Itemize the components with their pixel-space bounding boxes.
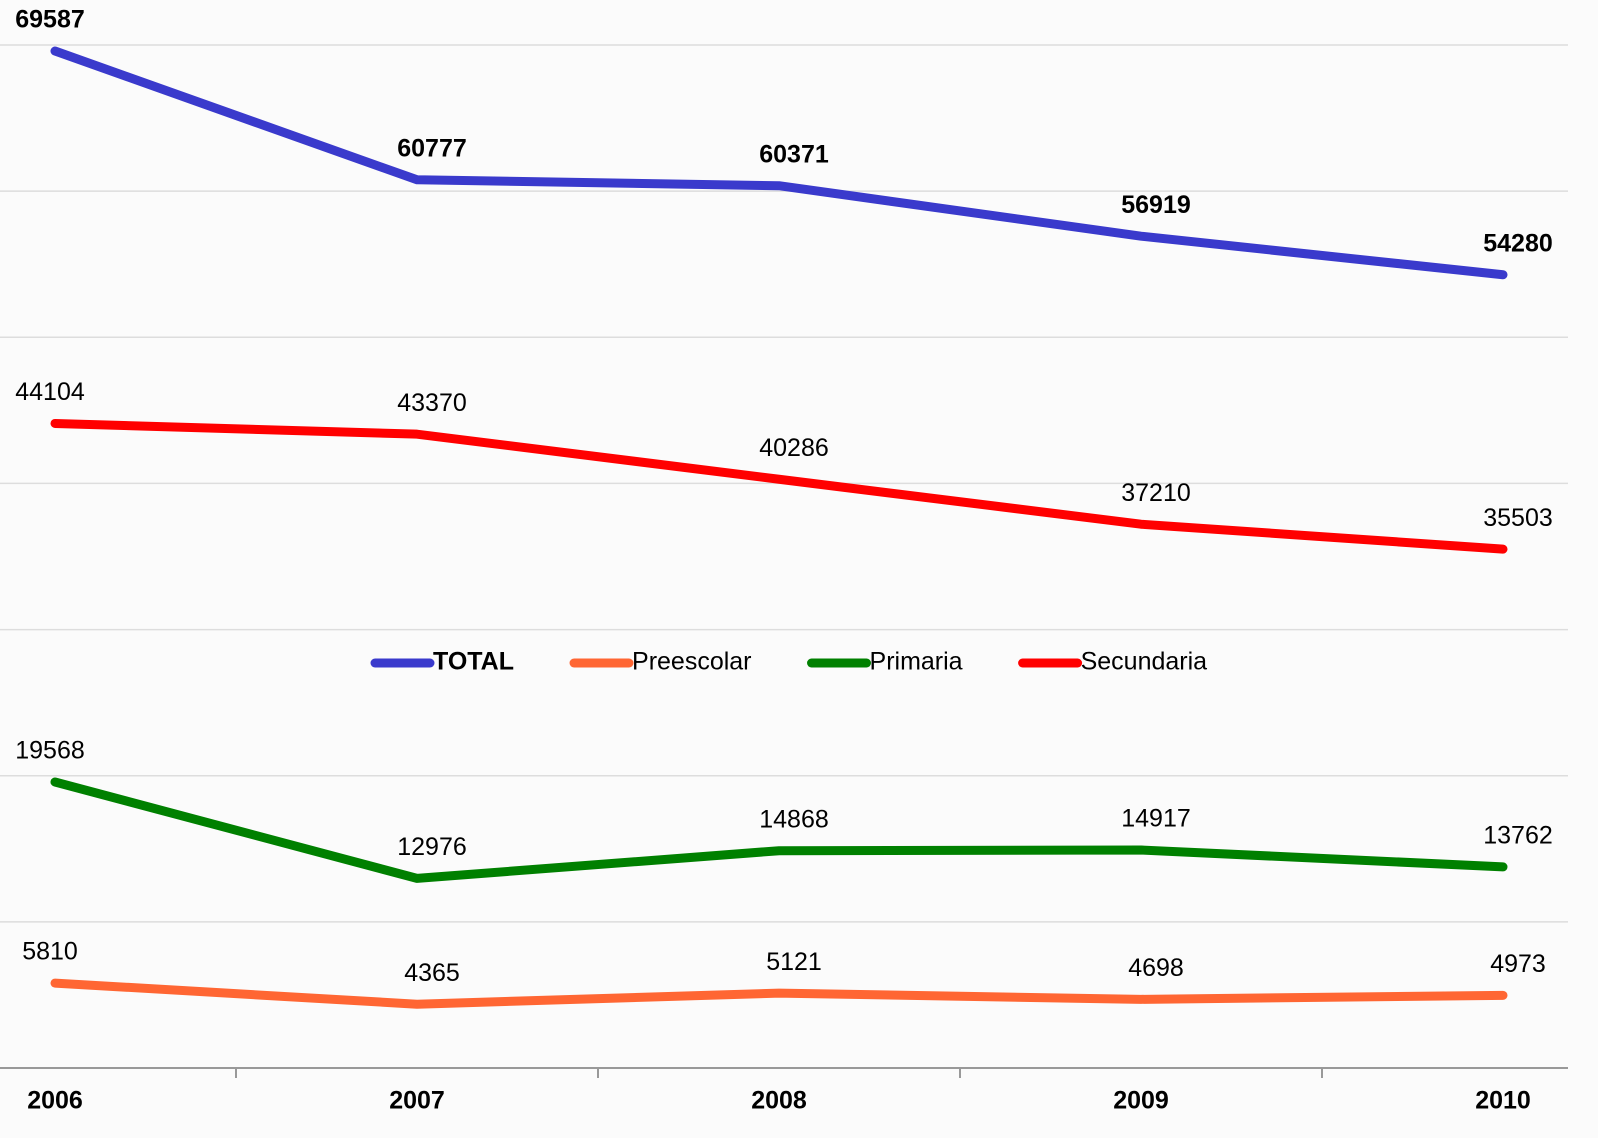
data-label: 43370 bbox=[397, 389, 467, 417]
line-series bbox=[50, 777, 1508, 883]
data-label: 4365 bbox=[404, 959, 460, 987]
data-label: 4973 bbox=[1490, 950, 1546, 978]
line-series bbox=[50, 418, 1508, 554]
line-series bbox=[50, 46, 1508, 280]
x-tick-label: 2007 bbox=[389, 1087, 445, 1115]
data-label: 5121 bbox=[766, 948, 822, 976]
data-label: 44104 bbox=[15, 378, 85, 406]
line-series bbox=[50, 978, 1508, 1009]
data-label: 5810 bbox=[22, 938, 78, 966]
legend-label: Preescolar bbox=[632, 648, 752, 676]
data-label: 37210 bbox=[1121, 479, 1191, 507]
data-label: 60371 bbox=[759, 140, 829, 168]
data-label: 12976 bbox=[397, 833, 467, 861]
data-label: 56919 bbox=[1121, 191, 1191, 219]
x-tick-label: 2008 bbox=[751, 1087, 807, 1115]
data-label: 60777 bbox=[397, 134, 467, 162]
data-label: 14868 bbox=[759, 805, 829, 833]
data-label: 69587 bbox=[15, 6, 85, 34]
data-label: 35503 bbox=[1483, 504, 1553, 532]
data-label: 40286 bbox=[759, 434, 829, 462]
data-label: 14917 bbox=[1121, 805, 1191, 833]
data-label: 19568 bbox=[15, 737, 85, 765]
legend-label: Secundaria bbox=[1081, 648, 1208, 676]
x-tick-label: 2009 bbox=[1113, 1087, 1169, 1115]
x-tick-label: 2010 bbox=[1475, 1087, 1531, 1115]
data-label: 13762 bbox=[1483, 821, 1553, 849]
data-label: 54280 bbox=[1483, 229, 1553, 257]
legend-label: Primaria bbox=[870, 648, 963, 676]
data-label: 4698 bbox=[1128, 954, 1184, 982]
x-tick-label: 2006 bbox=[27, 1087, 83, 1115]
legend-label: TOTAL bbox=[433, 648, 514, 676]
